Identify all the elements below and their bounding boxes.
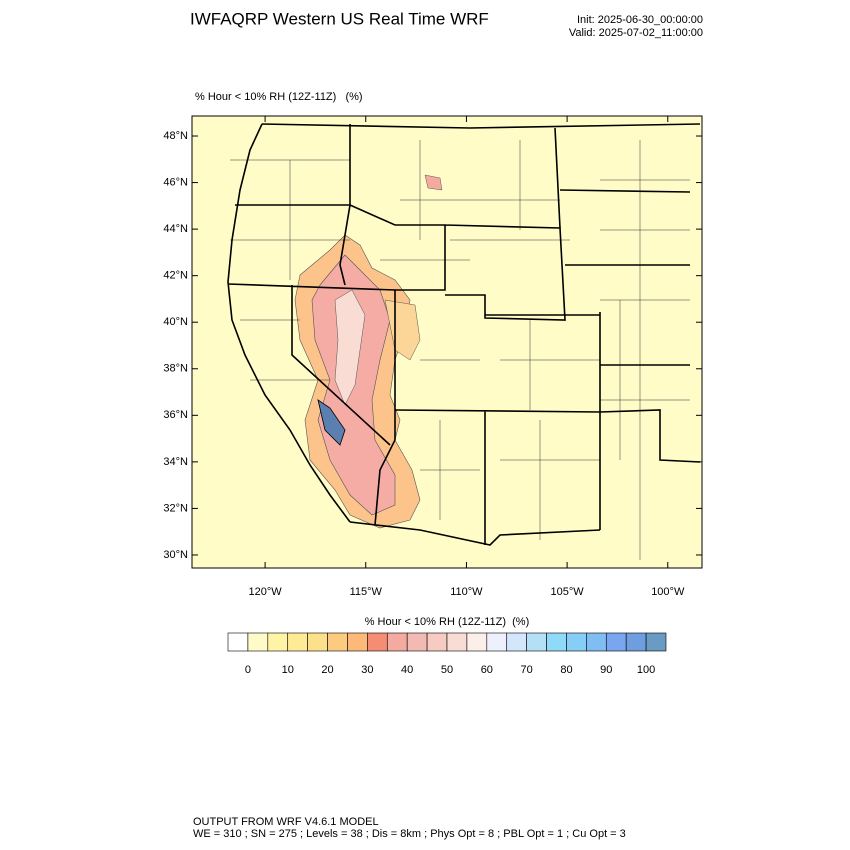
colorbar-box: [446, 632, 468, 652]
colorbar-box: [466, 632, 488, 652]
lat-tick-label: 40°N: [163, 316, 188, 328]
colorbar-tick-label: 70: [521, 664, 533, 676]
lat-tick-label: 36°N: [163, 409, 188, 421]
colorbar-tick-label: 50: [441, 664, 453, 676]
lat-tick-label: 32°N: [163, 502, 188, 514]
colorbar-tick-label: 60: [481, 664, 493, 676]
lon-tick-label: 100°W: [651, 586, 685, 598]
lon-tick-label: 120°W: [249, 586, 283, 598]
colorbar-tick-label: 20: [321, 664, 333, 676]
footer-line: WE = 310 ; SN = 275 ; Levels = 38 ; Dis …: [193, 828, 626, 840]
map-background: [192, 116, 702, 568]
lon-tick-label: 105°W: [551, 586, 585, 598]
colorbar-tick-label: 90: [600, 664, 612, 676]
colorbar-box: [586, 632, 607, 652]
colorbar-box: [347, 632, 368, 652]
footer-line: OUTPUT FROM WRF V4.6.1 MODEL: [193, 816, 379, 828]
colorbar-box: [406, 632, 428, 652]
colorbar-tick-label: 10: [282, 664, 294, 676]
lat-tick-label: 48°N: [163, 130, 188, 142]
colorbar-box: [367, 632, 388, 652]
colorbar-box: [486, 632, 508, 652]
colorbar-box: [566, 632, 587, 652]
map: [191, 115, 703, 569]
colorbar-title: % Hour < 10% RH (12Z-11Z) (%): [365, 616, 530, 628]
colorbar-box: [307, 632, 328, 652]
map-label: % Hour < 10% RH (12Z-11Z) (%): [195, 91, 363, 103]
colorbar-box: [327, 632, 348, 652]
valid-time: Valid: 2025-07-02_11:00:00: [569, 27, 703, 39]
colorbar-tick-label: 100: [637, 664, 655, 676]
colorbar-box: [625, 632, 647, 652]
county-lines: [230, 140, 690, 560]
colorbar-box: [287, 632, 308, 652]
colorbar-box: [506, 632, 527, 652]
lat-tick-label: 38°N: [163, 363, 188, 375]
colorbar-box: [426, 632, 448, 652]
lon-tick-label: 115°W: [350, 586, 383, 598]
colorbar-box: [386, 632, 408, 652]
lon-tick-label: 110°W: [450, 586, 483, 598]
lat-tick-label: 42°N: [163, 270, 188, 282]
colorbar-tick-label: 30: [361, 664, 373, 676]
colorbar-box: [605, 632, 627, 652]
colorbar-box: [546, 632, 567, 652]
colorbar-tick-label: 0: [245, 664, 251, 676]
dry-area: [294, 174, 443, 529]
lat-tick-label: 44°N: [163, 223, 188, 235]
map-frame: [191, 115, 703, 569]
colorbar-box: [645, 632, 667, 652]
lat-tick-label: 46°N: [163, 176, 188, 188]
colorbar-tick-label: 80: [560, 664, 572, 676]
colorbar-box: [227, 632, 249, 652]
title: IWFAQRP Western US Real Time WRF: [190, 9, 489, 28]
colorbar-tick-label: 40: [401, 664, 413, 676]
lat-tick-label: 34°N: [163, 456, 188, 468]
colorbar-box: [247, 632, 269, 652]
colorbar-box: [526, 632, 547, 652]
state-lines: [227, 123, 701, 546]
lat-tick-label: 30°N: [163, 549, 188, 561]
colorbar-box: [267, 632, 289, 652]
init-time: Init: 2025-06-30_00:00:00: [577, 14, 703, 26]
